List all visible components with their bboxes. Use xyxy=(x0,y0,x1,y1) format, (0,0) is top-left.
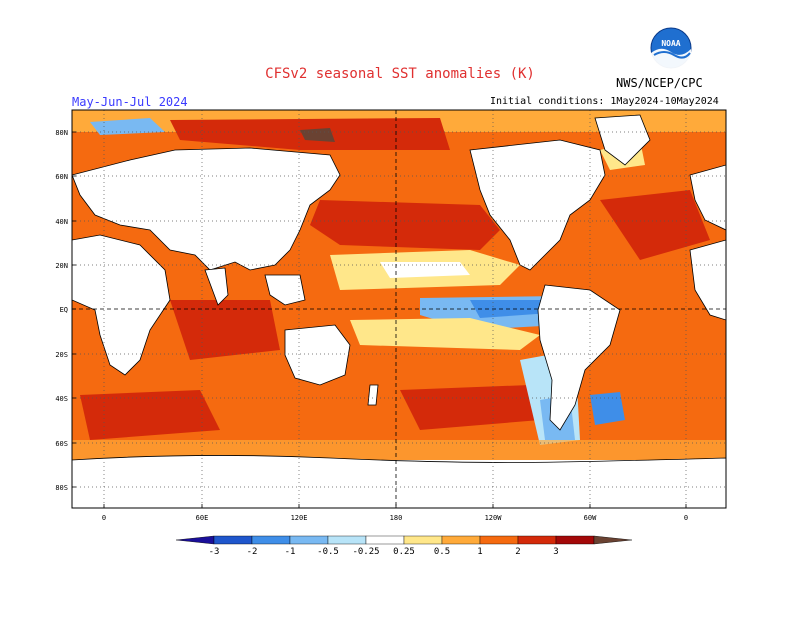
colorbar-segment xyxy=(213,535,253,545)
colorbar-labels: -3 -2 -1 -0.5 -0.25 0.25 0.5 1 2 3 xyxy=(209,547,559,557)
land-africa xyxy=(72,234,171,376)
lat-label: 80N xyxy=(55,129,68,137)
chart-title: CFSv2 seasonal SST anomalies (K) xyxy=(265,66,535,82)
graticule xyxy=(72,110,726,508)
lon-label: 120W xyxy=(485,514,503,522)
land-australia xyxy=(284,324,351,386)
colorbar-label: 2 xyxy=(515,547,520,557)
land-seasia xyxy=(264,274,306,306)
colorbar-label: 1 xyxy=(477,547,482,557)
southern-ocean-fringe xyxy=(72,440,726,460)
land-europe xyxy=(689,164,726,231)
arctic-cold-patch xyxy=(90,118,165,135)
land-india xyxy=(204,267,229,306)
colorbar-label: -0.5 xyxy=(317,547,339,557)
colorbar-label: 3 xyxy=(553,547,558,557)
lat-label: 20N xyxy=(55,262,68,270)
lon-label: 60E xyxy=(196,514,209,522)
land-north-america xyxy=(469,139,606,271)
colorbar-label: -1 xyxy=(285,547,296,557)
lat-label: 40S xyxy=(55,395,68,403)
lon-label: 0 xyxy=(102,514,106,522)
colorbar-label: -3 xyxy=(209,547,220,557)
south-atlantic-cool xyxy=(590,392,625,425)
lon-label: 120E xyxy=(291,514,308,522)
land-new-zealand xyxy=(367,384,379,406)
north-pacific-neutral xyxy=(380,262,470,278)
indian-ocean-warm xyxy=(170,300,280,360)
colorbar-segment xyxy=(289,535,329,545)
logo-text: NOAA xyxy=(661,39,680,48)
colorbar-segment xyxy=(251,535,291,545)
lat-label: 20S xyxy=(55,351,68,359)
colorbar-segment xyxy=(403,535,443,545)
colorbar-label: 0.5 xyxy=(434,547,450,557)
colorbar-label: 0.25 xyxy=(393,547,415,557)
colorbar-arrow-left xyxy=(175,535,215,545)
longitude-labels: 0 60E 120E 180 120W 60W 0 xyxy=(102,504,688,522)
colorbar xyxy=(175,535,633,545)
lat-label: 60N xyxy=(55,173,68,181)
colorbar-segment xyxy=(441,535,481,545)
agency-label: NWS/NCEP/CPC xyxy=(616,76,703,90)
colorbar-label: -0.25 xyxy=(352,547,379,557)
north-pacific-warm xyxy=(310,200,500,250)
land-africa-east xyxy=(689,239,726,321)
land-greenland xyxy=(594,114,651,166)
land-south-america xyxy=(537,284,621,431)
lat-label: 80S xyxy=(55,484,68,492)
equatorial-cool-band xyxy=(350,318,540,350)
lon-label: 180 xyxy=(390,514,403,522)
south-pacific-warm xyxy=(400,385,540,430)
colorbar-arrow-right xyxy=(593,535,633,545)
lat-label: 40N xyxy=(55,218,68,226)
lat-label: EQ xyxy=(60,306,68,314)
initial-conditions-label: Initial conditions: 1May2024-10May2024 xyxy=(490,96,719,107)
land-antarctica xyxy=(72,455,726,508)
lon-label: 0 xyxy=(684,514,688,522)
colorbar-segment xyxy=(517,535,557,545)
arctic-ice-patch xyxy=(300,128,335,142)
north-atlantic-warm xyxy=(600,190,710,260)
season-label: May-Jun-Jul 2024 xyxy=(72,95,188,109)
colorbar-label: -2 xyxy=(247,547,258,557)
colorbar-segment xyxy=(479,535,519,545)
land-eurasia xyxy=(72,147,341,271)
lat-label: 60S xyxy=(55,440,68,448)
southern-indian-warm xyxy=(80,390,220,440)
noaa-logo: NOAA xyxy=(650,27,692,69)
colorbar-segment xyxy=(327,535,367,545)
lon-label: 60W xyxy=(584,514,597,522)
colorbar-segment xyxy=(555,535,595,545)
latitude-labels: 80N 60N 40N 20N EQ 20S 40S 60S 80S xyxy=(55,129,76,492)
colorbar-segment xyxy=(365,535,405,545)
